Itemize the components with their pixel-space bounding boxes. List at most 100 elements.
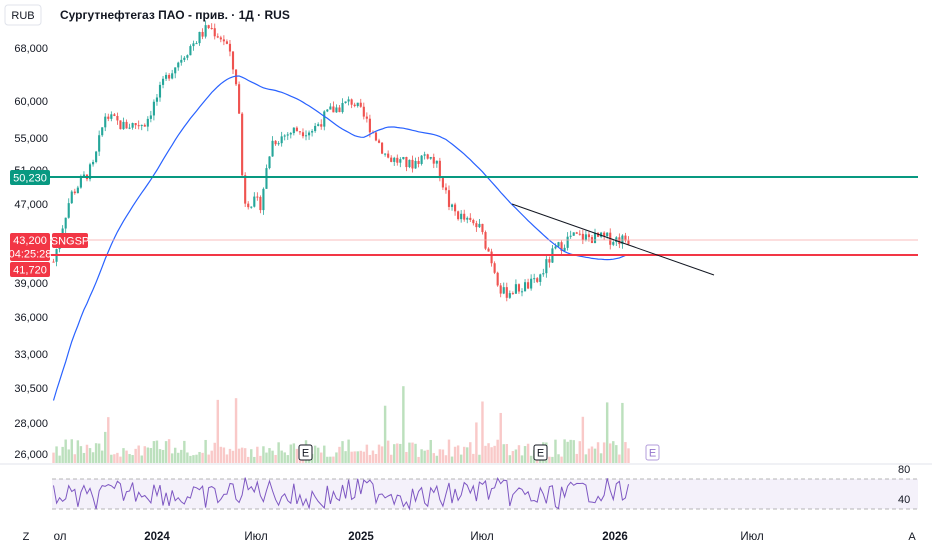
candle-body: [545, 259, 548, 274]
candle-body: [341, 103, 344, 113]
volume-bar: [122, 448, 125, 463]
candle-body: [304, 135, 308, 137]
red-level-tag[interactable]: 41,720: [10, 262, 50, 277]
currency-button[interactable]: RUB: [4, 4, 42, 26]
trend-line[interactable]: [511, 203, 715, 276]
candle-body: [548, 259, 551, 263]
last-price-tag[interactable]: 43,200 04:25:28: [9, 233, 52, 261]
candle-body: [347, 99, 350, 102]
volume-bar: [411, 442, 414, 463]
candle-body: [350, 99, 353, 105]
volume-bar: [313, 445, 317, 463]
volume-bar: [274, 454, 277, 463]
volume-bar: [450, 456, 454, 463]
timezone-button[interactable]: Z: [23, 531, 30, 543]
svg-text:E: E: [649, 448, 656, 460]
volume-bar: [396, 443, 399, 463]
candle-body: [201, 31, 204, 37]
earnings-marker-1[interactable]: E: [298, 444, 313, 461]
candle-body: [301, 132, 305, 137]
volume-bar: [408, 442, 411, 463]
price-axis-label: 33,000: [14, 349, 48, 361]
candle-body: [168, 74, 171, 79]
ticker-tag[interactable]: SNGSP: [51, 233, 90, 248]
candle-body: [560, 242, 563, 251]
volume-bar: [447, 439, 451, 463]
candle-body: [335, 107, 338, 113]
volume-bar: [286, 455, 289, 463]
time-axis[interactable]: ол 2024 Июл 2025 Июл 2026 Июл: [54, 531, 764, 543]
candle-body: [113, 114, 116, 116]
green-level-tag[interactable]: 50,230: [10, 170, 50, 185]
rsi-band: [52, 479, 918, 509]
candle-body: [101, 127, 104, 136]
rsi-line: [53, 477, 629, 511]
candle-body: [283, 135, 286, 137]
volume-bar: [426, 449, 429, 463]
volume-bar: [469, 442, 472, 463]
candle-body: [82, 174, 86, 177]
volume-bar: [164, 441, 168, 463]
candle-body: [174, 67, 177, 74]
volume-bar: [195, 454, 198, 463]
volume-bar: [344, 451, 347, 463]
volume-bar: [140, 455, 143, 463]
volume-bar: [517, 445, 521, 463]
volume-bar: [94, 443, 98, 463]
volume-bar: [332, 456, 335, 463]
candle-body: [432, 156, 435, 164]
candle-body: [405, 156, 408, 168]
volume-bar: [222, 447, 226, 463]
earnings-marker-2[interactable]: E: [533, 444, 548, 461]
volume-bar: [405, 451, 408, 463]
volume-bar: [52, 452, 55, 463]
candle-body: [557, 242, 560, 247]
volume-bar: [79, 446, 83, 463]
volume-bar: [551, 456, 554, 463]
candle-body: [444, 187, 448, 191]
volume-bar: [143, 446, 147, 463]
svg-text:50,230: 50,230: [13, 173, 47, 185]
candle-body: [463, 213, 466, 220]
volume-bar: [316, 447, 320, 463]
candle-body: [490, 251, 493, 264]
volume-bar: [292, 443, 296, 463]
candle-body: [265, 168, 268, 189]
volume-bar: [113, 454, 116, 463]
candle-body: [329, 106, 332, 110]
candle-body: [128, 127, 131, 129]
candle-body: [216, 36, 219, 38]
auto-scale-button[interactable]: A: [908, 531, 916, 543]
candle-body: [286, 134, 289, 136]
volume-bar: [618, 454, 621, 463]
candle-body: [384, 153, 387, 155]
candle-body: [441, 178, 444, 188]
volume-bar: [438, 449, 442, 463]
candle-body: [530, 278, 533, 289]
candle-body: [119, 120, 122, 130]
candle-body: [177, 62, 180, 68]
volume-bar: [496, 439, 499, 463]
candle-body: [353, 104, 356, 107]
volume-bar: [67, 449, 70, 463]
volume-bar: [520, 455, 524, 463]
volume-bar: [371, 450, 375, 463]
volume-bar: [161, 449, 165, 463]
earnings-marker-upcoming[interactable]: E: [645, 444, 660, 461]
volume-bar: [399, 443, 402, 463]
candle-body: [317, 124, 320, 126]
volume-bar: [76, 440, 80, 463]
volume-bar: [70, 439, 73, 463]
svg-text:43,200: 43,200: [13, 235, 47, 247]
candle-body: [460, 213, 463, 220]
candle-body: [171, 73, 174, 79]
volume-bar: [104, 431, 107, 463]
volume-bar: [484, 445, 487, 463]
candle-body: [134, 123, 137, 126]
volume-bar: [125, 450, 128, 463]
price-axis-label: 26,000: [14, 449, 48, 461]
volume-bar: [119, 456, 122, 463]
candle-body: [396, 157, 399, 163]
volume-bar: [326, 456, 329, 463]
